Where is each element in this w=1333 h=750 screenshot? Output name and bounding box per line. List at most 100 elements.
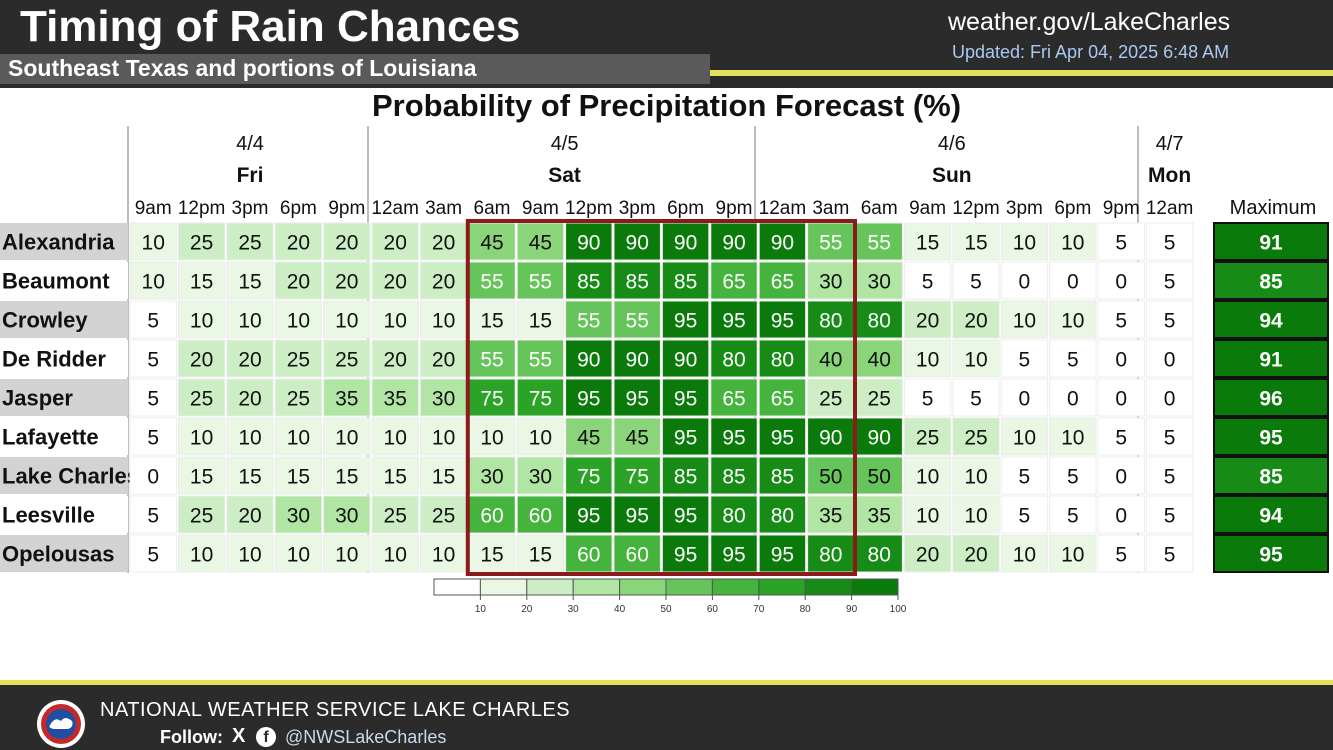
page-subtitle: Southeast Texas and portions of Louisian…	[8, 55, 477, 81]
heatmap-cell	[903, 378, 952, 417]
heatmap-cell-value: 25	[287, 388, 310, 411]
heatmap-cell	[1049, 378, 1097, 417]
heatmap-cell-value: 25	[190, 505, 213, 528]
heatmap-cell	[1049, 495, 1097, 534]
heatmap-cell	[129, 417, 177, 456]
heatmap-cell-value: 0	[1019, 388, 1031, 411]
time-tick-label: 12pm	[565, 198, 613, 219]
heatmap-cell-value: 95	[674, 505, 697, 528]
heatmap-cell	[419, 222, 468, 261]
heatmap-cell-value: 85	[771, 466, 794, 489]
social-handle[interactable]: @NWSLakeCharles	[285, 727, 447, 747]
heatmap-cell-value: 25	[384, 505, 407, 528]
heatmap-cell	[1000, 534, 1049, 573]
heatmap-cell	[565, 417, 613, 456]
x-social-icon[interactable]: X	[232, 725, 246, 747]
heatmap-cell-value: 10	[190, 544, 213, 567]
colorbar-tick-label: 100	[890, 604, 907, 615]
heatmap-cell-value: 5	[147, 427, 159, 450]
site-label: Crowley	[2, 308, 88, 333]
heatmap-cell	[516, 417, 565, 456]
heatmap-cell-value: 65	[722, 271, 745, 294]
heatmap-cell-value: 95	[626, 388, 649, 411]
heatmap-cell	[274, 534, 323, 573]
heatmap-cell-value: 20	[238, 505, 261, 528]
maximum-cell-value: 94	[1259, 310, 1283, 333]
heatmap-cell	[710, 534, 758, 573]
heatmap-cell	[661, 456, 710, 495]
heatmap-cell	[710, 456, 758, 495]
heatmap-cell-value: 5	[1164, 232, 1176, 255]
heatmap-cell-value: 95	[674, 544, 697, 567]
site-label: De Ridder	[2, 347, 106, 372]
heatmap-cell	[1097, 378, 1145, 417]
heatmap-cell-value: 5	[1067, 349, 1079, 372]
heatmap-cell	[952, 300, 1000, 339]
heatmap-cell	[807, 261, 855, 300]
site-label-bg	[0, 535, 128, 572]
heatmap-cell	[855, 261, 903, 300]
heatmap-cell-value: 40	[868, 349, 891, 372]
time-tick-label: 6pm	[667, 198, 704, 219]
heatmap-cell	[613, 261, 661, 300]
heatmap-cell	[903, 339, 952, 378]
heatmap-cell-value: 5	[1019, 466, 1031, 489]
heatmap-cell	[903, 417, 952, 456]
heatmap-cell-value: 90	[577, 349, 600, 372]
heatmap-cell-value: 15	[238, 466, 261, 489]
heatmap-cell	[613, 222, 661, 261]
follow-label: Follow:	[160, 727, 223, 747]
heatmap-cell-value: 15	[384, 466, 407, 489]
heatmap-cell-value: 95	[771, 427, 794, 450]
header-accent-rule	[700, 70, 1333, 76]
colorbar-segment	[526, 578, 574, 596]
heatmap-cell-value: 35	[384, 388, 407, 411]
heatmap-cell	[855, 300, 903, 339]
website-link[interactable]: weather.gov/LakeCharles	[948, 8, 1231, 36]
heatmap-cell-value: 0	[1067, 271, 1079, 294]
heatmap-cell	[226, 222, 274, 261]
facebook-icon[interactable]: f	[256, 727, 276, 747]
heatmap-cell	[661, 534, 710, 573]
heatmap-cell-value: 20	[287, 232, 310, 255]
heatmap-cell	[855, 456, 903, 495]
heatmap-cell	[226, 378, 274, 417]
heatmap-cell-value: 0	[1164, 349, 1176, 372]
heatmap-cell	[177, 495, 226, 534]
heatmap-cell-value: 95	[577, 388, 600, 411]
maximum-cell	[1213, 495, 1329, 534]
heatmap-cell-value: 5	[147, 388, 159, 411]
heatmap-cell-value: 20	[238, 349, 261, 372]
heatmap-cell-value: 10	[1013, 232, 1036, 255]
time-tick-label: 12am	[759, 198, 807, 219]
heatmap-cell	[758, 261, 807, 300]
heatmap-cell-value: 10	[335, 427, 358, 450]
heatmap-cell-value: 15	[190, 466, 213, 489]
heatmap-cell-value: 65	[771, 388, 794, 411]
heatmap-cell	[323, 534, 371, 573]
heatmap-cell	[516, 456, 565, 495]
heatmap-cell-value: 85	[577, 271, 600, 294]
heatmap-cell	[613, 378, 661, 417]
maximum-cell-value: 96	[1259, 388, 1282, 411]
heatmap-cell-value: 10	[1061, 544, 1084, 567]
heatmap-cell	[1000, 378, 1049, 417]
heatmap-cell	[903, 222, 952, 261]
heatmap-cell-value: 85	[626, 271, 649, 294]
heatmap-cell	[758, 339, 807, 378]
heatmap-cell-value: 5	[1115, 427, 1127, 450]
site-label-bg	[0, 496, 128, 533]
heatmap-cell	[129, 495, 177, 534]
heatmap-cell	[516, 300, 565, 339]
heatmap-cell-value: 80	[771, 505, 794, 528]
heatmap-cell-value: 45	[480, 232, 503, 255]
site-label: Beaumont	[2, 269, 110, 294]
time-tick-label: 3pm	[1006, 198, 1043, 219]
site-label: Alexandria	[2, 230, 115, 255]
maximum-cell-value: 95	[1259, 544, 1283, 567]
heatmap-cell-value: 25	[916, 427, 939, 450]
heatmap-cell-value: 10	[287, 310, 310, 333]
heatmap-cell-value: 25	[868, 388, 891, 411]
header-bar: Timing of Rain Chances Southeast Texas a…	[0, 0, 1333, 88]
heatmap-cell	[1049, 222, 1097, 261]
